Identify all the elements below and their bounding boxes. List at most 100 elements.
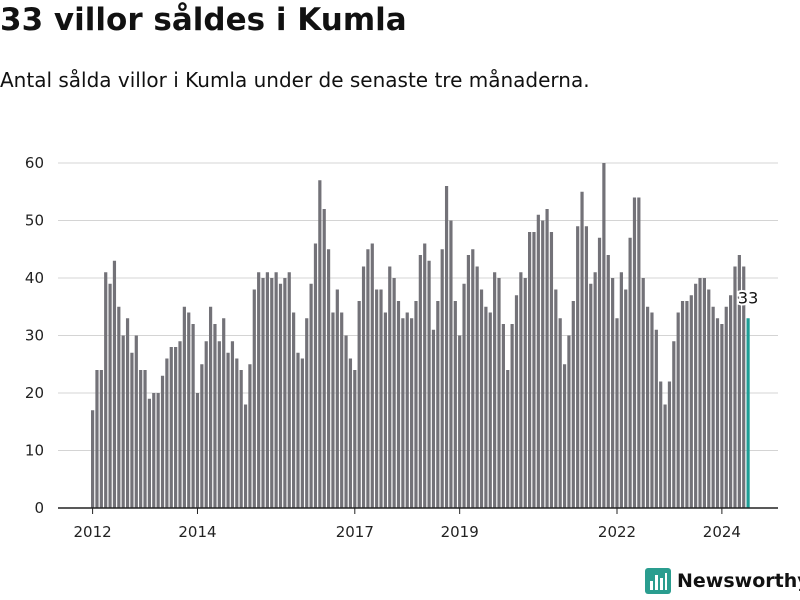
bar bbox=[698, 278, 702, 508]
bar bbox=[479, 289, 484, 508]
x-tick-label: 2014 bbox=[178, 523, 216, 541]
bar bbox=[278, 283, 283, 508]
bar bbox=[99, 370, 103, 508]
y-tick-label: 50 bbox=[25, 212, 44, 230]
bar bbox=[562, 364, 567, 508]
newsworthy-logo-icon bbox=[645, 568, 671, 594]
bar bbox=[606, 255, 610, 508]
bar bbox=[195, 393, 200, 508]
bar bbox=[418, 255, 422, 508]
bar bbox=[676, 312, 680, 508]
bar bbox=[322, 209, 326, 508]
x-tick-label: 2022 bbox=[598, 523, 636, 541]
bar bbox=[152, 393, 156, 508]
bar bbox=[313, 243, 318, 508]
bar bbox=[711, 306, 715, 508]
bar bbox=[720, 324, 724, 508]
labels: 33 bbox=[736, 286, 760, 309]
chart-title: 33 villor såldes i Kumla bbox=[0, 2, 407, 38]
bar bbox=[427, 260, 431, 508]
bar bbox=[519, 272, 523, 508]
bar bbox=[379, 289, 383, 508]
bar bbox=[541, 220, 545, 508]
bar bbox=[488, 312, 492, 508]
bar bbox=[309, 283, 313, 508]
bar bbox=[270, 278, 274, 508]
bar bbox=[261, 278, 265, 508]
bar bbox=[475, 266, 479, 508]
bar bbox=[466, 255, 471, 508]
bar bbox=[156, 393, 160, 508]
bar bbox=[589, 283, 593, 508]
bar bbox=[663, 404, 667, 508]
bar bbox=[611, 278, 615, 508]
bar bbox=[117, 306, 121, 508]
bar bbox=[340, 312, 344, 508]
bar bbox=[619, 272, 623, 508]
bar bbox=[597, 237, 602, 508]
bar bbox=[523, 278, 527, 508]
y-tick-label: 20 bbox=[25, 384, 44, 402]
bar bbox=[549, 232, 554, 508]
highlight-value-label: 33 bbox=[738, 288, 758, 307]
bar bbox=[344, 335, 348, 508]
bar bbox=[95, 370, 99, 508]
bar bbox=[287, 272, 291, 508]
bar bbox=[121, 335, 125, 508]
bar bbox=[414, 301, 418, 508]
y-tick-label: 40 bbox=[25, 269, 44, 287]
bar bbox=[444, 186, 449, 508]
bar bbox=[436, 301, 440, 508]
bar bbox=[187, 312, 191, 508]
bar bbox=[440, 249, 444, 508]
bar bbox=[571, 301, 575, 508]
bar bbox=[392, 278, 396, 508]
bar bbox=[165, 358, 169, 508]
chart-subtitle: Antal sålda villor i Kumla under de sena… bbox=[0, 68, 590, 92]
bar bbox=[506, 370, 510, 508]
bar bbox=[213, 324, 217, 508]
bar bbox=[580, 191, 584, 508]
bar-highlight bbox=[746, 318, 750, 508]
bar bbox=[672, 341, 676, 508]
bar bbox=[650, 312, 654, 508]
bar bbox=[554, 289, 558, 508]
bar bbox=[423, 243, 427, 508]
bar bbox=[628, 237, 632, 508]
bar bbox=[532, 232, 536, 508]
bar bbox=[742, 266, 746, 508]
bar bbox=[641, 278, 645, 508]
bar bbox=[204, 341, 208, 508]
bar bbox=[169, 347, 173, 508]
bar bbox=[318, 180, 322, 508]
bar bbox=[226, 352, 230, 508]
bar bbox=[405, 312, 409, 508]
bar bbox=[139, 370, 143, 508]
bar bbox=[252, 289, 256, 508]
x-tick-label: 2012 bbox=[74, 523, 112, 541]
bar bbox=[292, 312, 296, 508]
bar bbox=[104, 272, 108, 508]
bar bbox=[112, 260, 117, 508]
bar bbox=[366, 249, 370, 508]
bar bbox=[335, 289, 339, 508]
bar bbox=[125, 318, 130, 508]
bar bbox=[239, 370, 243, 508]
bar bbox=[326, 249, 331, 508]
bar bbox=[257, 272, 261, 508]
bar bbox=[331, 312, 335, 508]
bar bbox=[361, 266, 366, 508]
bar bbox=[174, 347, 178, 508]
bar bbox=[689, 295, 693, 508]
bar bbox=[248, 364, 252, 508]
bar bbox=[715, 318, 720, 508]
bar bbox=[654, 329, 658, 508]
bar bbox=[375, 289, 379, 508]
bar bbox=[265, 272, 269, 508]
bar bbox=[637, 197, 641, 508]
bar bbox=[230, 341, 235, 508]
bar bbox=[222, 318, 226, 508]
bar bbox=[305, 318, 309, 508]
bar bbox=[729, 295, 733, 508]
bar bbox=[300, 358, 304, 508]
